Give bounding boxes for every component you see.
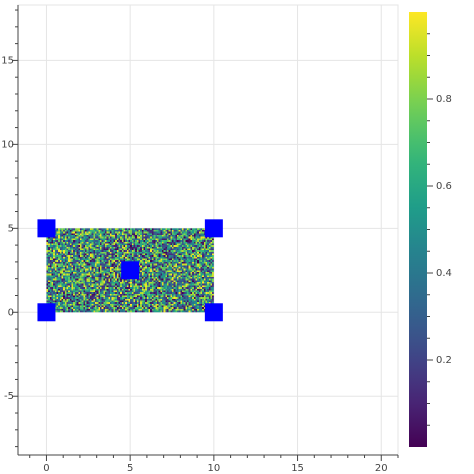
grid-lines <box>18 5 398 455</box>
colorbar-gradient <box>409 12 427 447</box>
square-marker <box>37 303 56 322</box>
x-tick-label: 15 <box>291 463 304 474</box>
colorbar-tick-label: 0.2 <box>436 355 452 366</box>
x-tick-label: 20 <box>375 463 388 474</box>
square-markers <box>37 219 223 322</box>
square-marker <box>204 219 223 238</box>
colorbar-tick-label: 0.4 <box>436 268 452 279</box>
x-tick-label: 0 <box>43 463 49 474</box>
square-marker <box>37 219 56 238</box>
y-tick-label: 0 <box>8 307 14 318</box>
colorbar: 0.2 0.4 0.6 0.8 <box>409 12 452 447</box>
y-tick-label: -5 <box>4 391 14 402</box>
square-marker <box>204 303 223 322</box>
x-tick-label: 5 <box>127 463 133 474</box>
colorbar-tick-label: 0.8 <box>436 94 452 105</box>
colorbar-tick-label: 0.6 <box>436 181 452 192</box>
y-tick-label: 10 <box>1 139 14 150</box>
axes: -5 0 5 10 15 0 5 10 15 20 <box>1 5 399 474</box>
y-tick-label: 5 <box>8 223 14 234</box>
square-marker <box>121 261 140 280</box>
x-tick-label: 10 <box>207 463 220 474</box>
y-tick-label: 15 <box>1 55 14 66</box>
